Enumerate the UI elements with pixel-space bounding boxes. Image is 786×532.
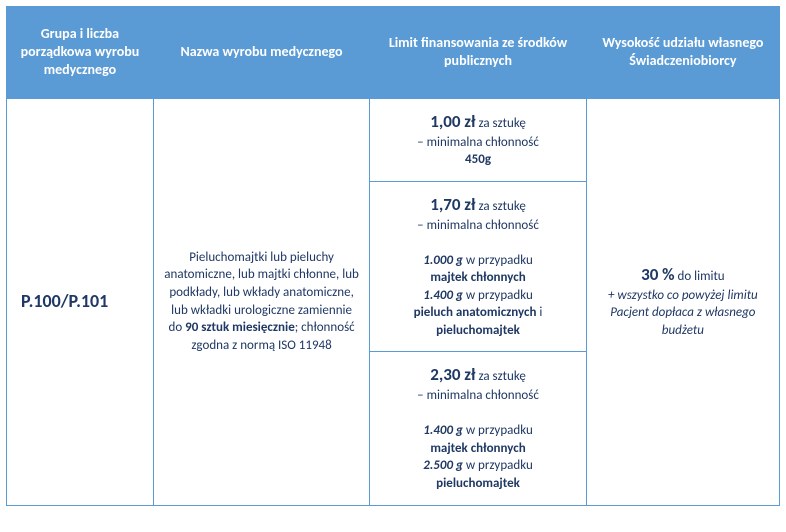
limit3-p1: majtek chłonnych bbox=[430, 441, 525, 456]
share-note: + wszystko co powyżej limitu Pacjent dop… bbox=[608, 288, 758, 338]
limit2-p2b: pieluchomajtek bbox=[436, 323, 520, 338]
limit-cell-1: 1,00 zł za sztukę – minimalna chłonność … bbox=[370, 98, 586, 181]
limit1-price: 1,00 zł bbox=[430, 111, 475, 132]
limit2-per: za sztukę bbox=[476, 199, 526, 214]
group-code-cell: P.100/P.101 bbox=[7, 98, 154, 505]
header-share: Wysokość udziału własnego Świadczeniobio… bbox=[586, 7, 779, 99]
table-header-row: Grupa i liczba porządkowa wyrobu medyczn… bbox=[7, 7, 780, 99]
limit3-t1: w przypadku bbox=[463, 423, 533, 438]
header-group: Grupa i liczba porządkowa wyrobu medyczn… bbox=[7, 7, 154, 99]
header-name: Nazwa wyrobu medycznego bbox=[153, 7, 369, 99]
limit2-p1: majtek chłonnych bbox=[430, 270, 525, 285]
limit2-p2a: pieluch anatomicznych bbox=[414, 305, 537, 320]
limit-cell-3: 2,30 zł za sztukę – minimalna chłonność … bbox=[370, 352, 586, 505]
limit3-price: 2,30 zł bbox=[430, 364, 475, 385]
limit2-and: i bbox=[536, 305, 542, 320]
limit3-g2: 2.500 g bbox=[423, 458, 463, 473]
reimbursement-table: Grupa i liczba porządkowa wyrobu medyczn… bbox=[6, 6, 780, 506]
limit1-per: za sztukę bbox=[476, 116, 526, 131]
share-pct-after: do limitu bbox=[675, 269, 725, 284]
header-limit: Limit finansowania ze środków publicznyc… bbox=[370, 7, 586, 99]
product-qty: 90 sztuk miesięcznie bbox=[185, 320, 295, 335]
limit3-per: za sztukę bbox=[476, 369, 526, 384]
limit2-g2: 1.400 g bbox=[423, 288, 463, 303]
product-name-cell: Pieluchomajtki lub pieluchy anatomiczne,… bbox=[153, 98, 369, 505]
limit3-sub: – minimalna chłonność bbox=[417, 388, 539, 403]
limit3-p2: pieluchomajtek bbox=[436, 476, 520, 491]
limit2-t1: w przypadku bbox=[463, 253, 533, 268]
limit2-sub: – minimalna chłonność bbox=[417, 218, 539, 233]
limit3-g1: 1.400 g bbox=[423, 423, 463, 438]
share-cell: 30 % do limitu + wszystko co powyżej lim… bbox=[586, 98, 779, 505]
limit1-sub: – minimalna chłonność bbox=[417, 135, 539, 150]
share-pct: 30 % bbox=[641, 264, 674, 285]
limit2-price: 1,70 zł bbox=[430, 194, 475, 215]
table-row: P.100/P.101 Pieluchomajtki lub pieluchy … bbox=[7, 98, 780, 181]
limit2-g1: 1.000 g bbox=[423, 253, 463, 268]
limit2-t2: w przypadku bbox=[463, 288, 533, 303]
limit1-g: 450g bbox=[465, 152, 491, 167]
limit-cell-2: 1,70 zł za sztukę – minimalna chłonność … bbox=[370, 181, 586, 352]
limit3-t2: w przypadku bbox=[463, 458, 533, 473]
